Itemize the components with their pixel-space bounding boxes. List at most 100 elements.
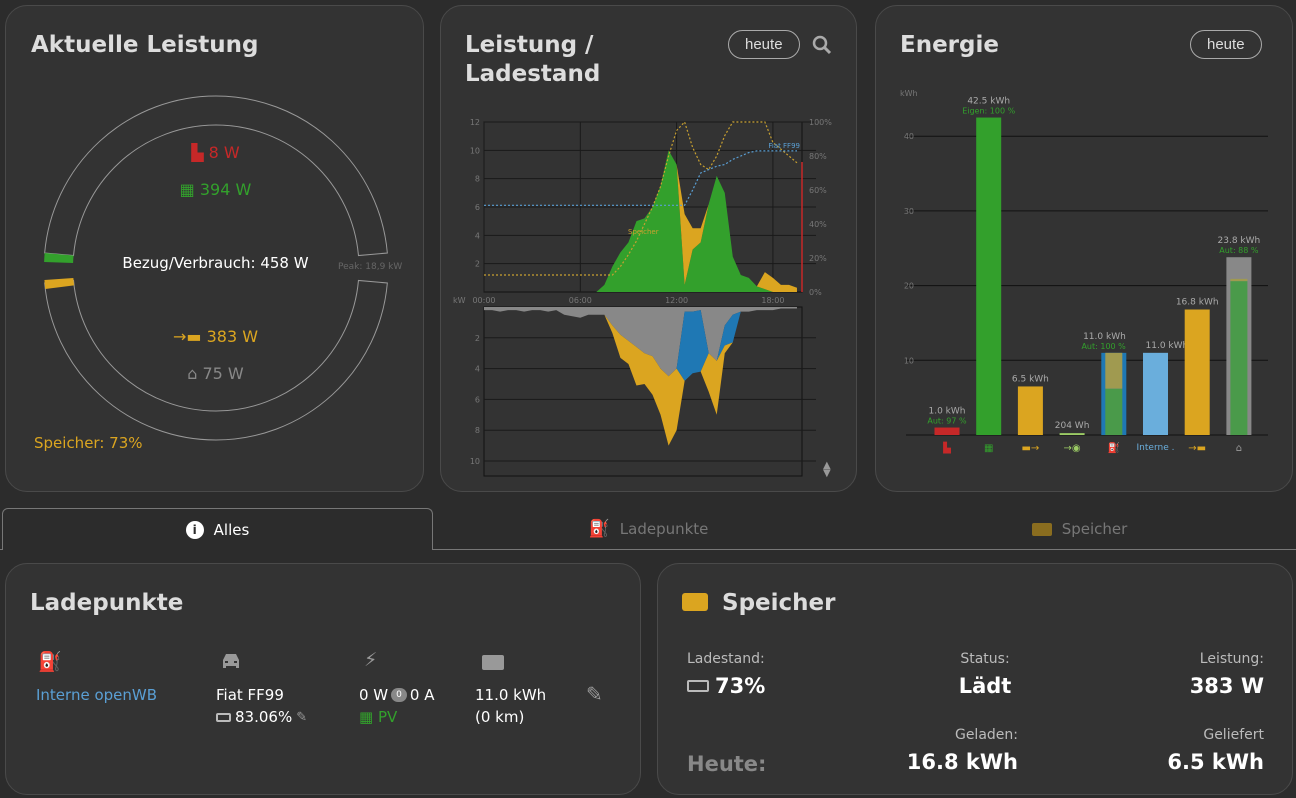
power-donut	[44, 95, 388, 441]
bar-value-label: 16.8 kWh	[1176, 298, 1219, 308]
y2-tick-label: 100%	[809, 118, 832, 127]
energy-bar	[1143, 352, 1168, 435]
bar-battery-share	[1230, 278, 1248, 282]
peak-label: Peak: 18,9 kW	[338, 262, 403, 272]
donut-upper-ring	[44, 95, 388, 257]
y-tick-label: 2	[475, 260, 480, 269]
phases-badge: 0	[391, 688, 407, 702]
soc-value: 73%	[687, 674, 765, 698]
solar-panel-icon: ▦	[179, 180, 195, 199]
storage-title: Speicher	[722, 590, 836, 616]
y2-tick-label: 80%	[809, 152, 827, 161]
y-tick-label: 6	[475, 395, 480, 404]
y-tick-label: 8	[475, 426, 480, 435]
grid-icon: ▙	[942, 441, 951, 454]
bolt-icon: ⚡	[364, 649, 378, 671]
y-tick-label: 30	[904, 207, 914, 216]
power-chart[interactable]: 2 4 6 8 10 12 0% 20% 40% 60% 80% 100% 2 4 6 8 10 00:00 06:…	[441, 6, 858, 493]
grid-export-icon: →◉	[1064, 443, 1081, 454]
x-tick-label: 12:00	[665, 296, 688, 305]
y-tick-label: 12	[470, 118, 480, 127]
area-house	[484, 307, 797, 377]
bar-value-label: 42.5 kWh	[967, 97, 1010, 107]
tab-ladepunkte[interactable]: ⛽ Ladepunkte	[588, 519, 709, 539]
x-tick-label: 00:00	[472, 296, 495, 305]
battery-icon	[682, 593, 708, 611]
charged-range: (0 km)	[475, 708, 525, 726]
battery-icon	[1031, 522, 1052, 536]
tab-divider	[0, 549, 1296, 550]
charge-mode[interactable]: ▦ PV	[359, 708, 398, 726]
battery-level-icon	[687, 680, 709, 692]
scroll-updown-icon[interactable]: ▲ ▼	[823, 460, 831, 479]
car-icon	[220, 652, 242, 674]
battery-discharge-icon: ▬→	[1021, 443, 1039, 454]
charging-station-icon: ⛽	[588, 519, 610, 539]
chargepoint-name-link[interactable]: Interne openWB	[36, 686, 158, 704]
storage-soc: Speicher: 73%	[34, 434, 143, 452]
vehicle-name[interactable]: Fiat FF99	[216, 686, 284, 704]
power-label: Leistung:	[1199, 651, 1264, 667]
area-battery_charge	[484, 308, 797, 446]
edit-soc-icon[interactable]: ✎	[296, 709, 308, 725]
battery-charge-icon: →▬	[1188, 443, 1206, 454]
donut-lower-ring	[44, 279, 388, 441]
bar-value-label: 204 Wh	[1055, 421, 1090, 431]
energy-bar	[1059, 433, 1085, 435]
y-tick-label: 10	[470, 146, 480, 155]
bar-pv-share	[1105, 388, 1123, 435]
bar-pv-share	[1230, 281, 1248, 435]
today-label: Heute:	[687, 752, 767, 776]
energy-range-button[interactable]: heute	[1190, 30, 1262, 59]
solar-panel-icon: ▦	[984, 443, 993, 454]
grid-power: ▙ 8 W	[191, 143, 240, 162]
bar-battery-share	[1105, 352, 1123, 389]
chart-card: Leistung / Ladestand heute 2 4 6 8 10 12 0% 20% 4…	[440, 5, 857, 492]
house-icon: ⌂	[187, 364, 198, 383]
tab-speicher[interactable]: Speicher	[864, 508, 1295, 550]
y-axis-unit: kW	[453, 296, 466, 305]
power-card-title: Aktuelle Leistung	[31, 32, 259, 58]
charged-energy: 11.0 kWh	[475, 686, 547, 704]
bar-value-label: 11.0 kWh	[1083, 332, 1126, 342]
charge-power: 0 W 0 0 A	[359, 686, 435, 704]
range-button[interactable]: heute	[728, 30, 800, 59]
bar-sublabel: Aut: 100 %	[1081, 342, 1126, 351]
y2-tick-label: 0%	[809, 288, 822, 297]
y-tick-label: 4	[475, 365, 480, 374]
delivered-value: 6.5 kWh	[1167, 750, 1264, 774]
info-icon: i	[185, 520, 204, 539]
area-pv	[484, 150, 797, 292]
x-tick-label: 06:00	[569, 296, 592, 305]
soc-line	[484, 120, 798, 276]
y-tick-label: 10	[904, 356, 914, 365]
charging-station-icon: ⛽	[38, 651, 62, 673]
donut-pv-segment	[44, 253, 74, 264]
power-card: Aktuelle Leistung ▙ 8 W ▦ 394 W Bezug/Ve…	[5, 5, 424, 492]
area-battery_discharge	[484, 150, 797, 292]
y-axis-unit: kWh	[900, 89, 918, 98]
energy-card-title: Energie	[900, 32, 999, 58]
delivered-label: Geliefert	[1203, 727, 1264, 743]
y-tick-label: 10	[470, 457, 480, 466]
bar-sublabel: Aut: 88 %	[1219, 246, 1259, 255]
x-tick-label: 18:00	[761, 296, 784, 305]
search-icon[interactable]	[811, 34, 833, 56]
y-tick-label: 6	[475, 203, 480, 212]
grid-icon: ▙	[191, 143, 204, 162]
edit-icon[interactable]: ✎	[586, 682, 603, 706]
y-tick-label: 8	[475, 175, 480, 184]
y-tick-label: 2	[475, 334, 480, 343]
series-label: Fiat FF99	[768, 142, 800, 150]
y-tick-label: 20	[904, 282, 914, 291]
energy-bar	[1184, 309, 1210, 435]
solar-panel-icon: ▦	[359, 708, 374, 726]
power-value: 383 W	[1189, 674, 1264, 698]
soc-label: Ladestand:	[687, 651, 765, 667]
center-label: Bezug/Verbrauch: 458 W	[122, 254, 309, 272]
bar-sublabel: Aut: 97 %	[927, 417, 967, 426]
tab-alles[interactable]: i Alles	[2, 508, 433, 550]
y-tick-label: 40	[904, 132, 914, 141]
bar-value-label: 6.5 kWh	[1012, 374, 1049, 384]
